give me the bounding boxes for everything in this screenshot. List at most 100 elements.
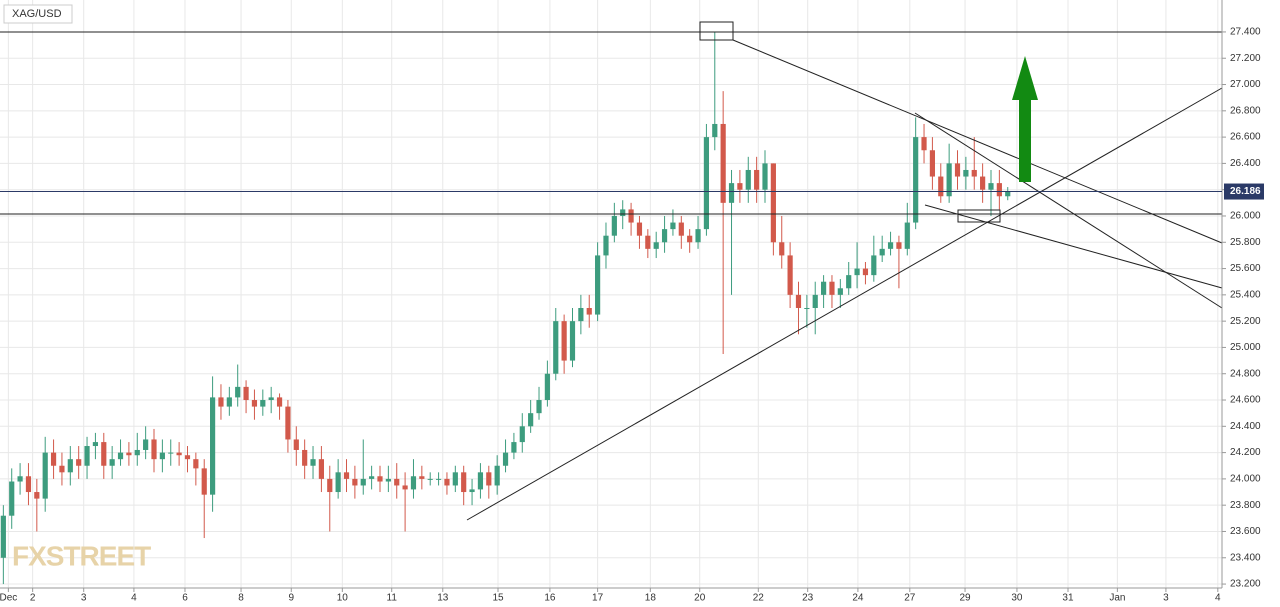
candle-body — [887, 242, 894, 249]
grid — [0, 0, 1222, 588]
candle-body — [42, 452, 48, 499]
x-tick-label: 3 — [81, 593, 87, 604]
trend-line — [924, 204, 1223, 289]
candle-body — [603, 235, 609, 256]
candle-body — [980, 176, 986, 190]
x-tick-label: 31 — [1062, 593, 1074, 604]
x-tick-label: 11 — [387, 593, 398, 604]
candle-body — [402, 485, 408, 490]
x-tick-label: 17 — [592, 593, 604, 604]
candle-body — [143, 439, 149, 450]
candle-body — [712, 123, 718, 138]
candle-body — [276, 397, 283, 407]
candle-body — [963, 169, 969, 177]
y-tick-label: 26.000 — [1230, 211, 1261, 222]
candle-body — [645, 235, 651, 249]
candle-body — [34, 492, 40, 499]
candle-body — [578, 308, 584, 322]
y-tick-label: 25.000 — [1230, 342, 1261, 353]
last-price-box — [1224, 183, 1264, 200]
candle-body — [469, 489, 475, 493]
axis-labels: 23.200 23.400 23.600 23.800 24.000 24.200 24.4… — [0, 27, 1264, 604]
candle-body — [302, 449, 308, 466]
candle-body — [126, 452, 132, 456]
candle-body — [720, 123, 726, 203]
candle-body — [201, 468, 207, 495]
x-tick-label: 6 — [182, 593, 188, 604]
x-tick-label: 4 — [131, 593, 137, 604]
candle-body — [595, 255, 601, 315]
x-tick-label: 24 — [852, 593, 864, 604]
candle-body — [929, 150, 935, 177]
y-tick-label: 25.400 — [1230, 289, 1261, 300]
x-tick-label: Dec — [0, 593, 17, 604]
x-tick-label: 29 — [959, 593, 971, 604]
candle-body — [728, 183, 735, 203]
candle-body — [435, 478, 442, 480]
candle-body — [67, 459, 73, 473]
candle-body — [502, 452, 509, 466]
candle-body — [327, 478, 333, 493]
candle-body — [117, 452, 124, 460]
candle-body — [938, 176, 944, 197]
candle-body — [829, 281, 835, 295]
x-tick-label: 23 — [802, 593, 814, 604]
y-tick-label: 24.600 — [1230, 395, 1261, 406]
candle-body — [820, 281, 827, 295]
candle-body — [226, 397, 232, 407]
candle-body — [427, 478, 433, 480]
candle-body — [996, 183, 1002, 197]
candle-body — [84, 446, 90, 466]
candle-body — [846, 275, 852, 289]
candle-body — [561, 321, 567, 361]
candle-body — [528, 413, 534, 427]
y-tick-label: 27.400 — [1230, 27, 1261, 38]
symbol: XAG/USD — [12, 8, 62, 20]
candle-body — [519, 426, 525, 443]
candle-body — [9, 481, 15, 516]
candle-body — [544, 373, 550, 401]
candle-body — [352, 478, 358, 486]
candle-body — [636, 222, 643, 236]
candle-body — [494, 465, 500, 486]
y-tick-label: 27.200 — [1230, 53, 1261, 64]
x-tick-label: 22 — [753, 593, 765, 604]
x-tick-label: 3 — [1163, 593, 1169, 604]
candle-body — [343, 472, 350, 479]
candle-body — [586, 308, 592, 315]
candle-body — [360, 478, 366, 486]
candle-body — [486, 472, 492, 486]
candle-body — [176, 452, 182, 456]
candle-body — [921, 137, 927, 151]
watermark: FXSTREET — [12, 540, 151, 571]
y-tick-label: 24.000 — [1230, 474, 1261, 485]
candle-body — [394, 478, 400, 486]
candle-body — [50, 452, 57, 466]
candle-body — [745, 169, 751, 190]
y-tick-label: 23.200 — [1230, 579, 1261, 590]
x-tick-label: 27 — [904, 593, 916, 604]
candle-body — [293, 439, 299, 450]
x-tick-label: 16 — [544, 593, 556, 604]
candle-body — [168, 452, 174, 454]
candle-body — [971, 169, 977, 177]
candle-body — [620, 209, 626, 216]
candle-body — [687, 235, 693, 243]
candle-body — [235, 386, 241, 398]
candle-body — [611, 215, 617, 236]
arrow-head — [1012, 56, 1038, 100]
candle-body — [25, 476, 32, 493]
candle-body — [628, 209, 634, 223]
candle-body — [310, 459, 316, 466]
x-tick-label: 10 — [337, 593, 349, 604]
candle-body — [787, 255, 793, 295]
candle-body — [410, 476, 417, 490]
x-tick-label: 30 — [1011, 593, 1023, 604]
x-tick-label: 8 — [238, 593, 244, 604]
candle-body — [904, 222, 910, 249]
candle-body — [946, 163, 952, 197]
candle-body — [477, 472, 484, 490]
candle-body — [804, 308, 810, 309]
y-tick-label: 26.600 — [1230, 132, 1261, 143]
candle-body — [369, 476, 375, 479]
